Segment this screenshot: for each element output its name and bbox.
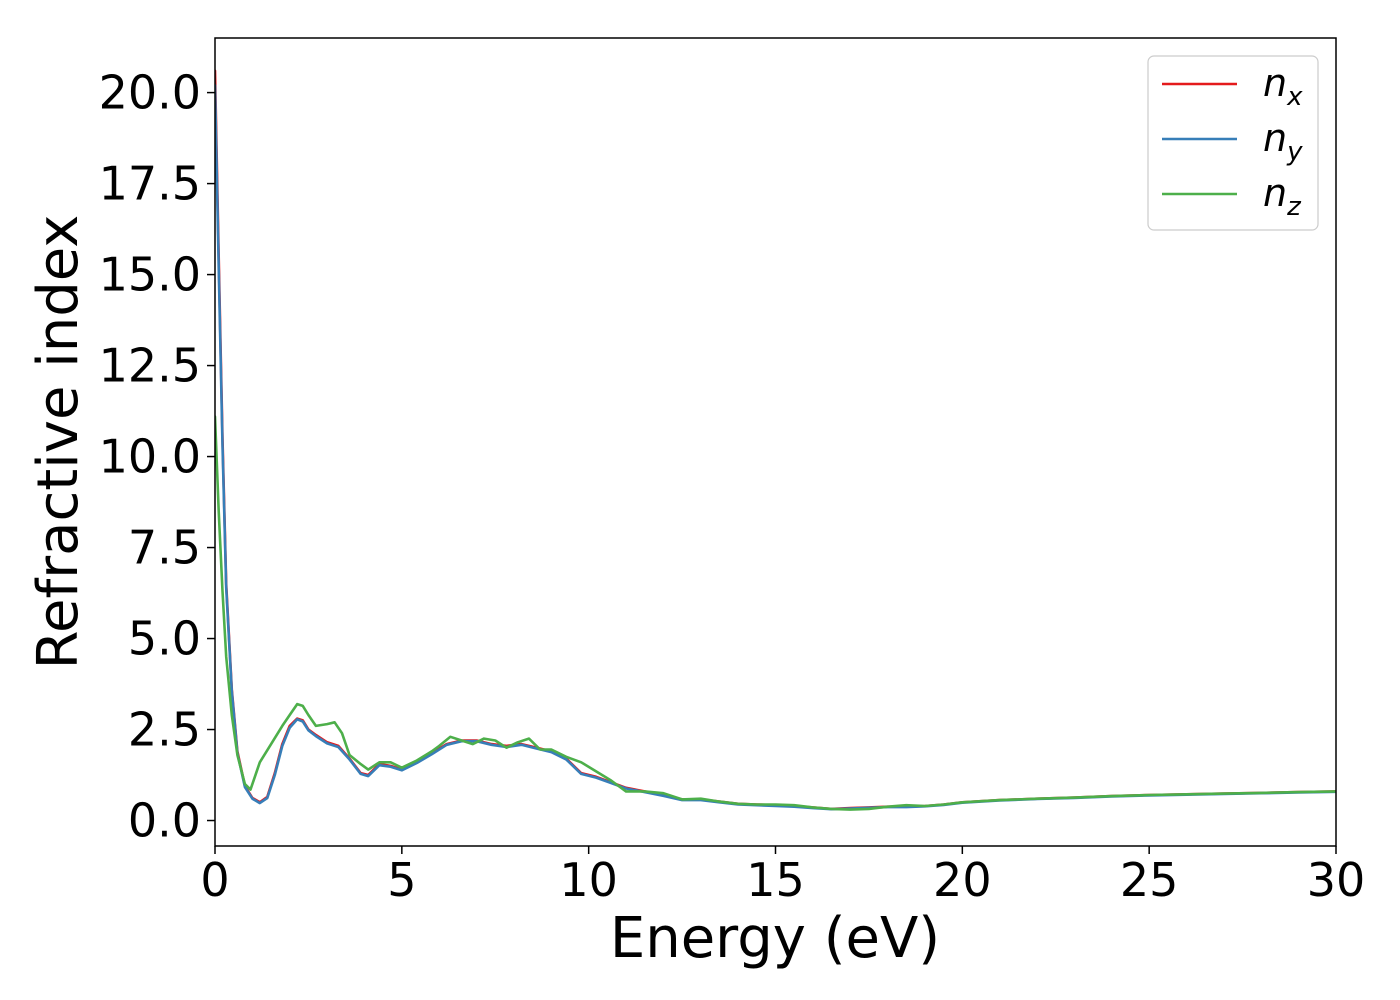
y-tick-label: 5.0: [128, 612, 201, 666]
legend-label-base: n: [1263, 61, 1287, 105]
x-tick-label: 25: [1120, 853, 1179, 907]
y-tick-label: 0.0: [128, 794, 201, 848]
x-tick-label: 0: [200, 853, 229, 907]
y-tick-label: 17.5: [99, 157, 201, 211]
legend-label-subscript: x: [1286, 82, 1303, 112]
legend-label-base: n: [1263, 116, 1287, 160]
y-tick-label: 20.0: [99, 66, 201, 120]
legend-label-nx: nx: [1263, 61, 1303, 112]
series-layer: [215, 69, 1336, 811]
legend-box: [1147, 55, 1319, 231]
x-tick-label: 5: [387, 853, 416, 907]
x-axis-ticks: 0 5 10 15 20 25 30: [200, 846, 1365, 907]
y-tick-label: 15.0: [99, 248, 201, 302]
y-tick-label: 2.5: [128, 703, 201, 757]
y-axis-ticks: 0.0 2.5 5.0 7.5 10.0 12.5 15.0 17.5 20.0: [99, 66, 215, 848]
x-tick-label: 15: [746, 853, 805, 907]
legend-label-subscript: z: [1286, 192, 1302, 222]
y-tick-label: 12.5: [99, 339, 201, 393]
y-tick-label: 10.0: [99, 430, 201, 484]
legend-label-nz: nz: [1263, 171, 1302, 222]
x-axis-label: Energy (eV): [610, 906, 940, 971]
series-line-nz: [215, 415, 1336, 811]
legend-label-subscript: y: [1286, 137, 1303, 167]
x-tick-label: 20: [933, 853, 992, 907]
legend-label-base: n: [1263, 171, 1287, 215]
legend-label-ny: ny: [1263, 116, 1303, 167]
y-axis-label: Refractive index: [26, 215, 91, 670]
y-tick-label: 7.5: [128, 521, 201, 575]
x-tick-label: 30: [1307, 853, 1366, 907]
x-tick-label: 10: [559, 853, 618, 907]
